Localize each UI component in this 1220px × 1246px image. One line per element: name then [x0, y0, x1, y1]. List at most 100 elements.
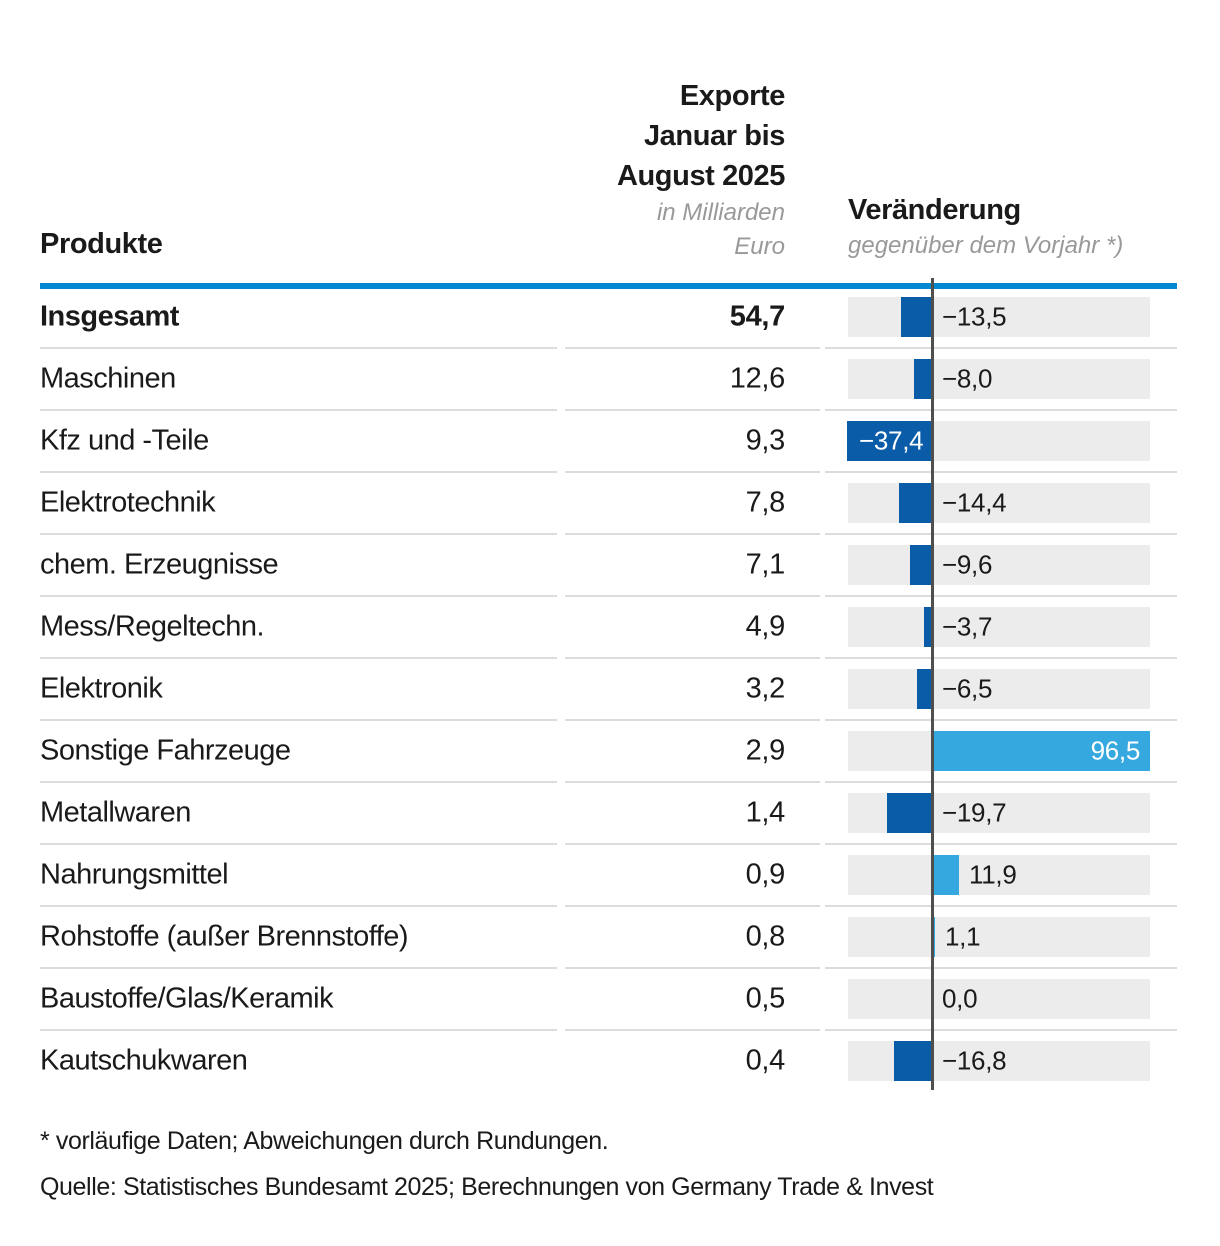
exports-title-line-3: August 2025: [616, 160, 785, 192]
export-value: 1,4: [745, 796, 786, 829]
row-divider: [565, 781, 820, 783]
row-divider: [825, 967, 1177, 969]
exports-unit-label: in Milliarden Euro: [485, 196, 785, 264]
change-value-label: −3,7: [942, 611, 993, 642]
change-bar-track: −8,0: [848, 359, 1150, 399]
row-divider: [565, 347, 820, 349]
export-value: 3,2: [745, 672, 786, 705]
row-divider: [565, 595, 820, 597]
product-label: Maschinen: [40, 362, 176, 395]
change-bar-track: −19,7: [848, 793, 1150, 833]
export-value: 0,9: [745, 858, 786, 891]
change-bar-track: 96,5: [848, 731, 1150, 771]
row-divider: [40, 657, 557, 659]
change-bar: [894, 1041, 932, 1081]
export-value: 4,9: [745, 610, 786, 643]
change-bar: [887, 793, 932, 833]
change-bar: [917, 669, 932, 709]
change-value-label: 96,5: [1090, 735, 1141, 766]
change-bar: [924, 607, 932, 647]
change-bar: [914, 359, 932, 399]
change-value-label: −9,6: [942, 549, 993, 580]
header-rule: [40, 283, 1177, 289]
row-divider: [40, 1029, 557, 1031]
change-value-label: −13,5: [942, 301, 1007, 332]
row-divider: [825, 595, 1177, 597]
row-divider: [565, 905, 820, 907]
row-divider: [825, 533, 1177, 535]
product-label: Kfz und -Teile: [40, 424, 209, 457]
source-line: Quelle: Statistisches Bundesamt 2025; Be…: [40, 1173, 934, 1201]
row-divider: [40, 533, 557, 535]
export-value: 7,8: [745, 486, 786, 519]
change-bar-track: 11,9: [848, 855, 1150, 895]
table-row: Sonstige Fahrzeuge 2,9 96,5: [0, 723, 1220, 785]
export-value: 7,1: [745, 548, 786, 581]
change-value-label: 11,9: [969, 859, 1017, 890]
table-row: Kfz und -Teile 9,3 −37,4: [0, 413, 1220, 475]
change-column-subheader: gegenüber dem Vorjahr *): [848, 232, 1124, 259]
product-label: Mess/Regeltechn.: [40, 610, 265, 643]
row-divider: [825, 781, 1177, 783]
table-row: chem. Erzeugnisse 7,1 −9,6: [0, 537, 1220, 599]
row-divider: [40, 905, 557, 907]
exports-title-line-1: Exporte: [679, 80, 786, 112]
change-value-label: 1,1: [945, 921, 981, 952]
products-column-header: Produkte: [40, 228, 163, 260]
change-column-header: Veränderung: [848, 194, 1021, 226]
change-value-label: −14,4: [942, 487, 1007, 518]
exports-unit-line-2: Euro: [734, 233, 785, 260]
row-divider: [825, 347, 1177, 349]
export-value: 0,5: [745, 982, 786, 1015]
row-divider: [565, 1029, 820, 1031]
change-bar-track: −9,6: [848, 545, 1150, 585]
change-bar-track: −16,8: [848, 1041, 1150, 1081]
exports-unit-line-1: in Milliarden: [656, 199, 785, 226]
table-row: Maschinen 12,6 −8,0: [0, 351, 1220, 413]
row-divider: [565, 967, 820, 969]
product-label: Sonstige Fahrzeuge: [40, 734, 291, 767]
product-label: Baustoffe/Glas/Keramik: [40, 982, 334, 1015]
change-bar-track: −37,4: [847, 421, 1150, 461]
table-row: Elektronik 3,2 −6,5: [0, 661, 1220, 723]
table-row: Rohstoffe (außer Brennstoffe) 0,8 1,1: [0, 909, 1220, 971]
change-value-label: −19,7: [942, 797, 1007, 828]
row-divider: [825, 657, 1177, 659]
row-divider: [40, 471, 557, 473]
table-row: Baustoffe/Glas/Keramik 0,5 0,0: [0, 971, 1220, 1033]
change-value-label: −37,4: [859, 425, 924, 456]
change-bar: [910, 545, 932, 585]
row-divider: [565, 719, 820, 721]
row-divider: [565, 471, 820, 473]
row-divider: [825, 471, 1177, 473]
row-divider: [40, 719, 557, 721]
table-row: Mess/Regeltechn. 4,9 −3,7: [0, 599, 1220, 661]
change-value-label: −8,0: [942, 363, 993, 394]
product-label: chem. Erzeugnisse: [40, 548, 279, 581]
product-label: Kautschukwaren: [40, 1044, 248, 1077]
change-bar-track: −13,5: [848, 297, 1150, 337]
zero-axis-line: [931, 278, 934, 1090]
row-divider: [825, 843, 1177, 845]
export-value: 0,8: [745, 920, 786, 953]
row-divider: [565, 533, 820, 535]
row-divider: [565, 843, 820, 845]
export-value: 2,9: [745, 734, 786, 767]
table-row: Elektrotechnik 7,8 −14,4: [0, 475, 1220, 537]
change-bar-track: −14,4: [848, 483, 1150, 523]
row-divider: [40, 781, 557, 783]
change-bar: [899, 483, 932, 523]
product-rows: Insgesamt 54,7 −13,5 Maschinen 12,6 −8,0…: [0, 289, 1220, 1095]
change-bar: [932, 855, 959, 895]
export-value: 9,3: [745, 424, 786, 457]
table-row: Kautschukwaren 0,4 −16,8: [0, 1033, 1220, 1095]
change-bar-track: −3,7: [848, 607, 1150, 647]
table-row: Metallwaren 1,4 −19,7: [0, 785, 1220, 847]
row-divider: [40, 595, 557, 597]
export-value: 54,7: [729, 300, 786, 333]
row-divider: [825, 1029, 1177, 1031]
change-bar-track: 0,0: [848, 979, 1150, 1019]
row-divider: [565, 657, 820, 659]
row-divider: [40, 347, 557, 349]
exports-title-line-2: Januar bis: [643, 120, 785, 152]
